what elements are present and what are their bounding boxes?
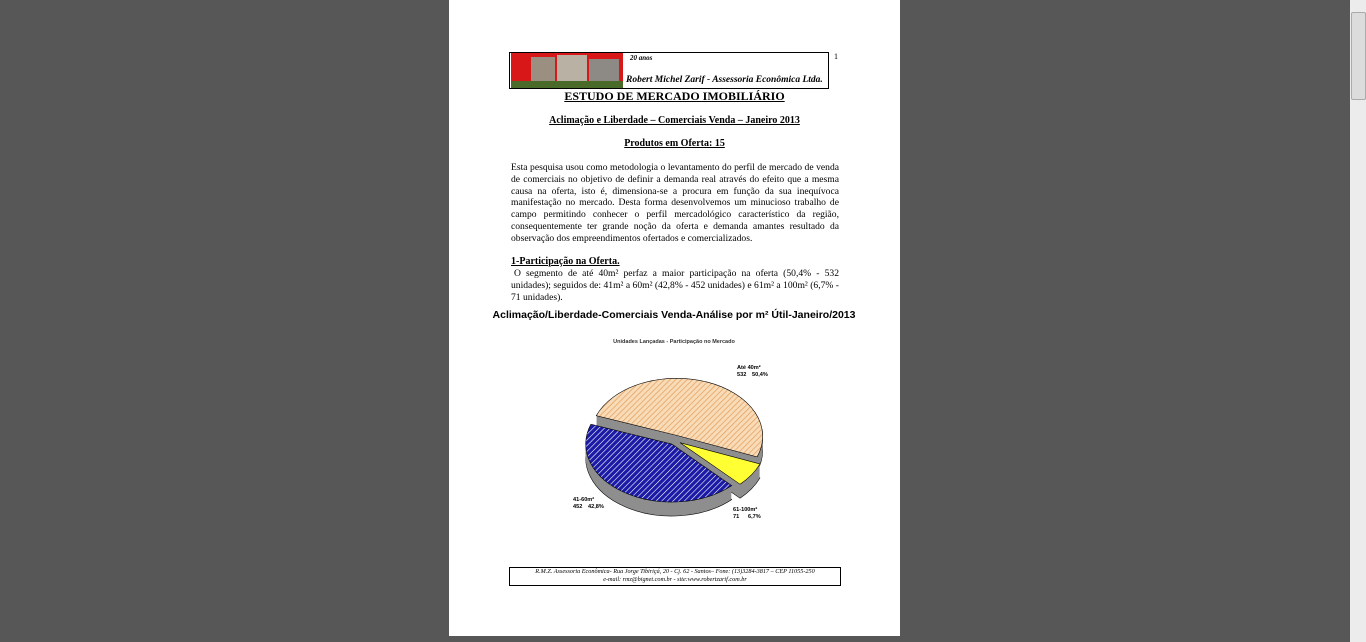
pie-chart: Aclimação/Liberdade-Comerciais Venda-Aná…: [493, 308, 856, 520]
slice: [595, 378, 764, 458]
title: ESTUDO DE MERCADO IMOBILIÁRIO: [564, 89, 785, 103]
slice-label: 41-60m²: [573, 496, 594, 503]
slice-units: 71: [733, 514, 739, 520]
slice-units: 452: [573, 504, 582, 510]
footer-contact: e-mail: rmz@bignet.com.br - site:www.rob…: [603, 576, 747, 583]
letterhead-image: [511, 53, 623, 88]
company: Robert Michel Zarif - Assessoria Econômi…: [626, 75, 823, 85]
page-number: 1: [834, 52, 838, 61]
products: Produtos em Oferta: 15: [624, 138, 725, 149]
slice-percent: 50,4%: [752, 372, 768, 378]
anniversary: 20 anos: [630, 54, 653, 62]
paragraph: O segmento de até 40m² perfaz a maior pa…: [511, 268, 839, 303]
slice: [679, 442, 761, 485]
scroll-thumb[interactable]: [1351, 12, 1366, 100]
slice-percent: 42,8%: [588, 504, 604, 510]
section-heading: 1-Participação na Oferta.: [511, 256, 620, 267]
subtitle: Aclimação e Liberdade – Comerciais Venda…: [549, 115, 800, 126]
chart-subtitle: Unidades Lançadas - Participação no Merc…: [613, 339, 735, 345]
chart-title: Aclimação/Liberdade-Comerciais Venda-Aná…: [493, 308, 856, 321]
slice: [585, 423, 733, 503]
slice-label: Até 40m²: [737, 364, 761, 371]
paragraph: Esta pesquisa usou como metodologia o le…: [511, 162, 839, 244]
footer: R.M.Z. Assessoria Econômica- Rua Jorge T…: [509, 567, 841, 586]
slice-percent: 6,7%: [748, 514, 761, 520]
footer-address: R.M.Z. Assessoria Econômica- Rua Jorge T…: [535, 568, 815, 575]
pdf-page: 20 anos Robert Michel Zarif - Assessoria…: [449, 0, 900, 636]
slice-units: 532: [737, 372, 746, 378]
scrollbar[interactable]: [1350, 0, 1366, 642]
letterhead: 20 anos Robert Michel Zarif - Assessoria…: [509, 52, 829, 89]
slice-label: 61-100m²: [733, 506, 757, 513]
